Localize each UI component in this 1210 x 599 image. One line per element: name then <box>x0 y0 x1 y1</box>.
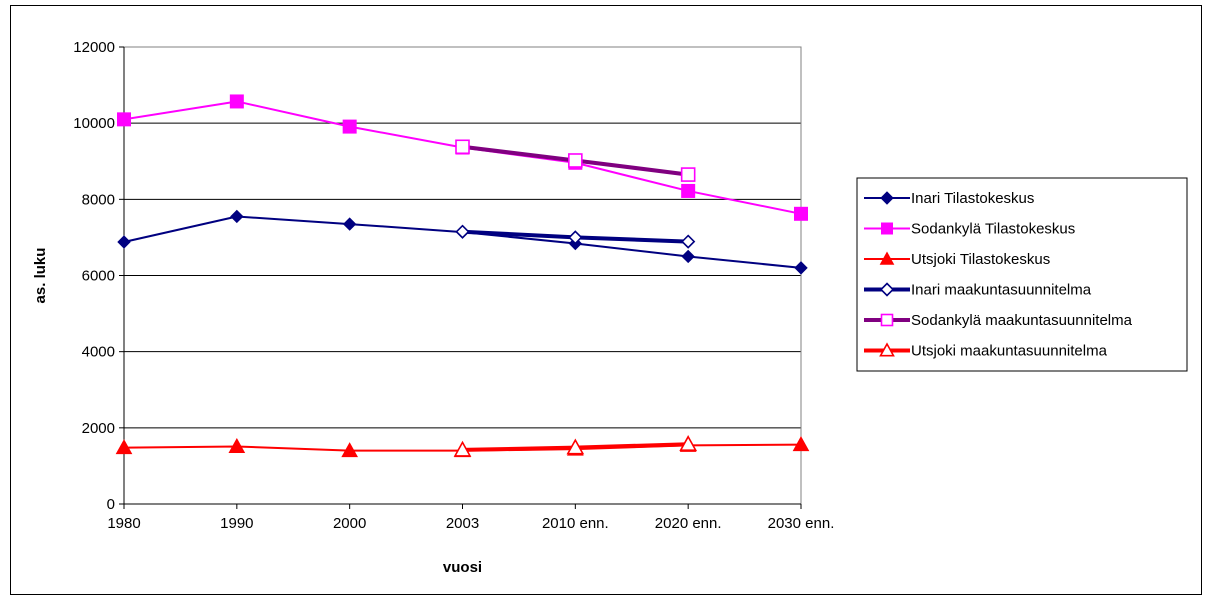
data-point <box>794 206 808 221</box>
x-tick-label: 1990 <box>220 515 253 532</box>
data-point <box>681 183 696 198</box>
axes <box>119 46 802 509</box>
legend-label: Sodankylä maakuntasuunnitelma <box>911 312 1133 329</box>
data-point <box>566 438 585 455</box>
data-point <box>230 209 244 224</box>
legend-swatch-marker <box>879 342 895 357</box>
data-point <box>341 442 359 458</box>
series-sodankyla-tilastokeskus <box>117 94 808 221</box>
data-point <box>342 119 357 134</box>
x-tick-label: 2000 <box>333 515 366 532</box>
data-point <box>228 437 246 453</box>
data-point <box>117 235 131 249</box>
legend-label: Sodankylä Tilastokeskus <box>911 221 1075 238</box>
data-point <box>681 234 696 249</box>
legend-swatch-marker <box>880 313 894 327</box>
data-point <box>455 224 470 239</box>
x-tick-label: 2020 enn. <box>655 515 722 532</box>
x-tick-labels: 1980 1990 2000 2003 2010 enn. 2020 enn. 2030 e… <box>107 515 834 532</box>
x-axis-title: vuosi <box>443 559 482 576</box>
legend-item: Utsjoki maakuntasuunnitelma <box>864 342 1108 360</box>
series-inari-maakuntasuunnitelma <box>455 224 696 249</box>
y-tick-label: 8000 <box>82 191 115 208</box>
series-line <box>123 100 802 215</box>
legend-box <box>856 177 1188 372</box>
y-tick-label: 12000 <box>73 39 115 56</box>
y-tick-label: 6000 <box>82 268 115 285</box>
series-utsjoki-maakuntasuunnitelma <box>453 435 698 457</box>
data-point <box>679 435 698 452</box>
x-tick-label: 1980 <box>107 515 140 532</box>
legend-item: Sodankylä Tilastokeskus <box>864 221 1075 238</box>
legend-label: Inari maakuntasuunnitelma <box>911 282 1092 299</box>
legend-swatch-marker <box>881 222 893 235</box>
series-inari-tilastokeskus <box>117 209 808 275</box>
x-tick-label: 2003 <box>446 515 479 532</box>
data-point <box>568 153 583 168</box>
y-axis-title: as. luku <box>32 248 49 304</box>
data-point <box>792 436 810 452</box>
series-line <box>123 215 802 269</box>
x-tick-label: 2010 enn. <box>542 515 609 532</box>
data-point <box>455 139 470 155</box>
series-layer <box>115 94 810 458</box>
chart-area: 0 2000 4000 6000 8000 10000 12000 1980 1990 2000… <box>10 5 1202 595</box>
legend-swatch-marker <box>879 251 895 265</box>
data-point <box>453 440 472 457</box>
legend-item: Inari Tilastokeskus <box>864 190 1034 207</box>
legend-label: Utsjoki Tilastokeskus <box>911 251 1050 268</box>
y-tick-label: 4000 <box>82 344 115 361</box>
data-point <box>794 261 808 275</box>
legend-item: Utsjoki Tilastokeskus <box>864 251 1050 268</box>
data-point <box>115 439 133 455</box>
y-tick-labels: 0 2000 4000 6000 8000 10000 12000 <box>73 39 115 513</box>
y-tick-label: 10000 <box>73 115 115 132</box>
legend-swatch-marker <box>880 191 894 205</box>
data-point <box>680 167 696 182</box>
legend-item: Sodankylä maakuntasuunnitelma <box>864 312 1133 329</box>
data-point <box>229 94 244 109</box>
y-tick-label: 0 <box>107 496 115 513</box>
y-tick-label: 2000 <box>82 420 115 437</box>
data-point <box>681 249 695 264</box>
legend-label: Utsjoki maakuntasuunnitelma <box>911 343 1108 360</box>
series-sodankyla-maakuntasuunnitelma <box>455 139 696 182</box>
data-point <box>117 112 131 127</box>
data-point <box>568 230 583 245</box>
legend-item: Inari maakuntasuunnitelma <box>864 282 1092 299</box>
x-tick-label: 2030 enn. <box>768 515 835 532</box>
legend: Inari Tilastokeskus Sodankylä Tilastokesk… <box>856 177 1188 372</box>
legend-swatch-marker <box>879 282 895 297</box>
legend-label: Inari Tilastokeskus <box>911 190 1034 207</box>
data-point <box>342 217 357 231</box>
line-chart: 0 2000 4000 6000 8000 10000 12000 1980 1990 2000… <box>32 39 1188 576</box>
